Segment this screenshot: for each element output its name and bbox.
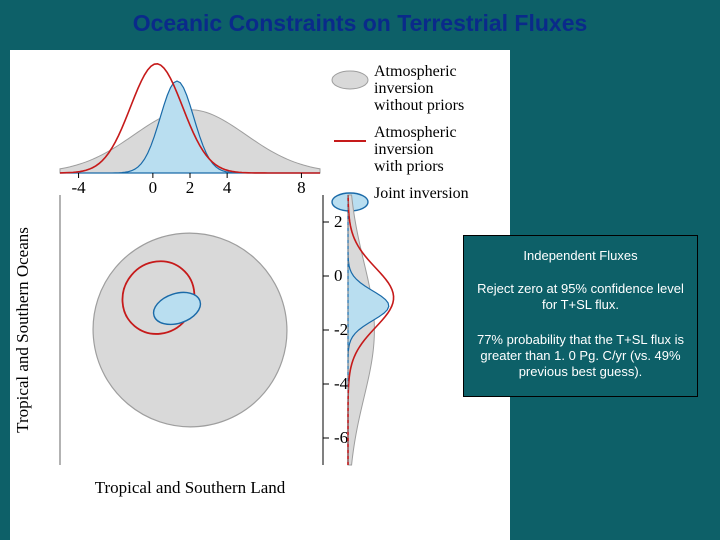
y-tick: -2 xyxy=(334,320,348,339)
x-axis-label: Tropical and Southern Land xyxy=(95,478,286,497)
legend: Atmosphericinversionwithout priorsAtmosp… xyxy=(332,63,469,211)
legend-label: Joint inversion xyxy=(374,185,469,202)
info-box: Independent Fluxes Reject zero at 95% co… xyxy=(463,235,698,397)
x-tick: -4 xyxy=(71,178,86,197)
legend-label: with priors xyxy=(374,158,444,175)
info-heading: Independent Fluxes xyxy=(472,248,689,263)
info-para2: 77% probability that the T+SL flux is gr… xyxy=(472,332,689,381)
x-tick: 8 xyxy=(297,178,306,197)
x-tick: 4 xyxy=(223,178,232,197)
info-para1: Reject zero at 95% confidence level for … xyxy=(472,281,689,314)
legend-label: without priors xyxy=(374,97,464,114)
y-tick: -6 xyxy=(334,428,348,447)
ellipse-grey xyxy=(53,194,326,467)
chart-svg: -40248Atmosphericinversionwithout priors… xyxy=(10,50,510,540)
legend-label: Atmospheric xyxy=(374,124,457,141)
slide-title: Oceanic Constraints on Terrestrial Fluxe… xyxy=(0,0,720,43)
y-tick: -4 xyxy=(334,374,349,393)
legend-label: inversion xyxy=(374,80,434,97)
legend-label: Atmospheric xyxy=(374,63,457,80)
x-tick: 0 xyxy=(149,178,158,197)
y-tick: 0 xyxy=(334,266,343,285)
x-tick: 2 xyxy=(186,178,195,197)
y-tick: 2 xyxy=(334,212,343,231)
chart-area: -40248Atmosphericinversionwithout priors… xyxy=(10,50,510,540)
y-axis-label: Tropical and Southern Oceans xyxy=(13,227,32,433)
legend-label: inversion xyxy=(374,141,434,158)
